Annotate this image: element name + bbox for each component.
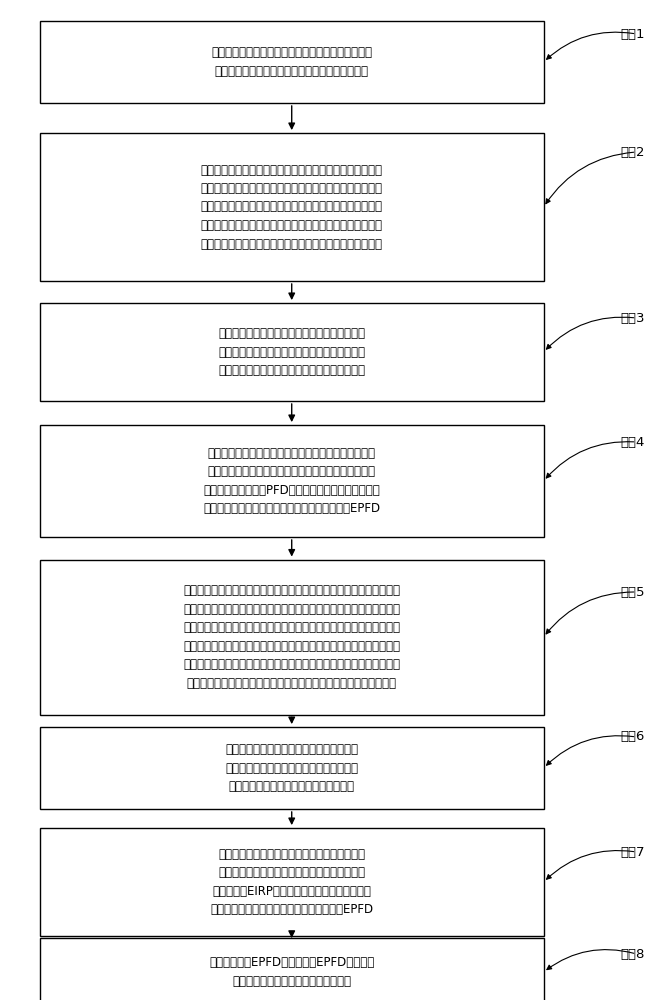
Text: 步骤2: 步骤2 (620, 145, 644, 158)
Text: 步骤6: 步骤6 (620, 730, 644, 744)
FancyBboxPatch shape (40, 938, 544, 1000)
Text: 步骤7: 步骤7 (620, 846, 644, 858)
FancyBboxPatch shape (40, 828, 544, 936)
FancyBboxPatch shape (40, 303, 544, 401)
Text: 计算非静止轨道卫星波束在地面上的第一覆盖区域，
通过将第一覆盖区域栅格化的方式得到第一栅格点: 计算非静止轨道卫星波束在地面上的第一覆盖区域， 通过将第一覆盖区域栅格化的方式得… (211, 46, 372, 78)
Text: 找出静止轨道卫星受到非静止轨道卫星地球站干扰最大的第一静止轨道
卫星位置，计算第一静止轨道卫星位置处的静止轨道卫星的波束在地面
上的第二覆盖区域，通过将第二覆盖: 找出静止轨道卫星受到非静止轨道卫星地球站干扰最大的第一静止轨道 卫星位置，计算第… (183, 584, 400, 690)
FancyBboxPatch shape (40, 21, 544, 103)
Text: 根据上行链路EPFD和下行链路EPFD确定非静
止轨道卫星对静止轨道卫星的干扰程度: 根据上行链路EPFD和下行链路EPFD确定非静 止轨道卫星对静止轨道卫星的干扰程… (209, 956, 375, 988)
Text: 找出非静止轨道卫星对静止轨道卫星地球站干扰最大的第一
非静止轨道卫星位置，将各个第一栅格点用以第一非静止轨
道卫星位置为中心的方位角和仰角表示，从第一非静止轨道: 找出非静止轨道卫星对静止轨道卫星地球站干扰最大的第一 非静止轨道卫星位置，将各个… (201, 163, 383, 250)
Text: 步骤8: 步骤8 (620, 948, 644, 960)
Text: 根据静止轨道卫星的辐射方向图和距离第四点集
中每一点处最近的非静止轨道卫星地球站对静止
轨道卫星的EIRP确定第四点集中每一点处非静止
轨道卫星地球站对静止轨道: 根据静止轨道卫星的辐射方向图和距离第四点集 中每一点处最近的非静止轨道卫星地球站… (210, 848, 373, 916)
Text: 步骤1: 步骤1 (620, 27, 644, 40)
Text: 步骤3: 步骤3 (620, 312, 644, 324)
FancyBboxPatch shape (40, 727, 544, 809)
FancyBboxPatch shape (40, 560, 544, 714)
FancyBboxPatch shape (40, 133, 544, 281)
Text: 从第三点集中选出落在非静止轨道卫星地球
站的第一可设置区域内的点，从选出的点中
删除落在排他区内的点，以得到第四点集: 从第三点集中选出落在非静止轨道卫星地球 站的第一可设置区域内的点，从选出的点中 … (225, 743, 358, 793)
Text: 步骤5: 步骤5 (620, 585, 644, 598)
Text: 根据距离第二点集中每一点处最近的静止轨道卫星地球
站的天线辐射方向和第二点集中每一点处非静止轨道卫
星辐射到地球表面的PFD确定非静止轨道卫星对第二点
集中每一: 根据距离第二点集中每一点处最近的静止轨道卫星地球 站的天线辐射方向和第二点集中每… (203, 447, 381, 515)
Text: 根据静止轨道卫星地球站的纬度范围、非静止轨
道卫星的最小工作仰角、第一覆盖区域和排他区
的范围从第一点集中删除无效点，得到第二点集: 根据静止轨道卫星地球站的纬度范围、非静止轨 道卫星的最小工作仰角、第一覆盖区域和… (218, 327, 365, 377)
Text: 步骤4: 步骤4 (620, 436, 644, 448)
FancyBboxPatch shape (40, 425, 544, 537)
